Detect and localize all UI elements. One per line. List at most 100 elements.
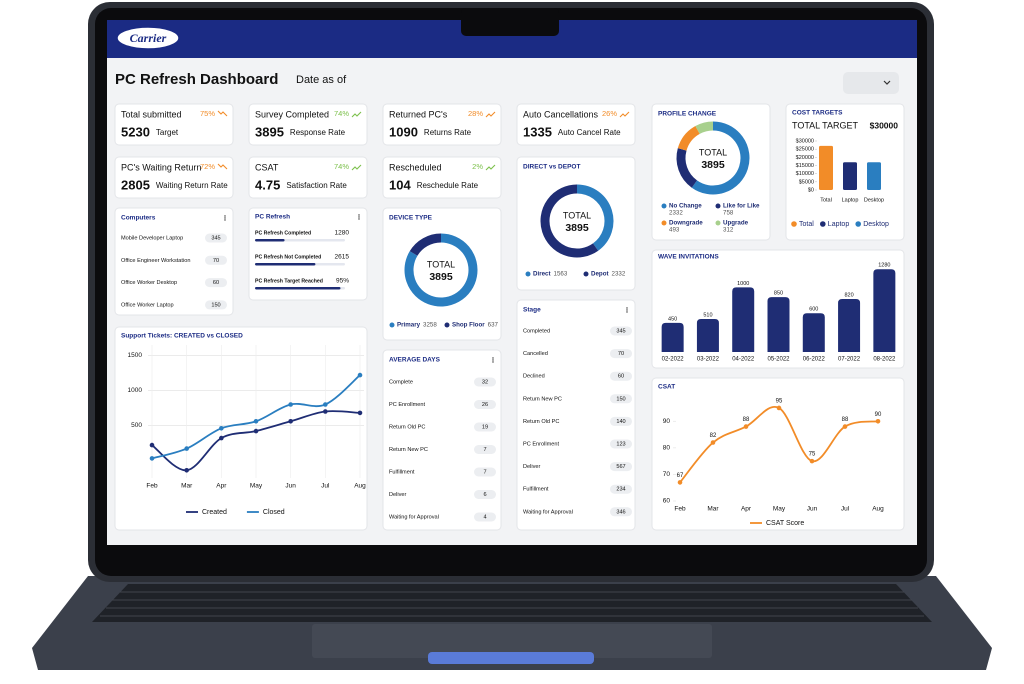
point [219, 435, 224, 441]
list-label: Declined [523, 374, 545, 380]
bar [767, 297, 790, 352]
list-label: Return Old PC [523, 419, 559, 425]
card-title: CSAT [658, 384, 675, 391]
value-pill [474, 377, 496, 387]
list-label: Waiting for Approval [523, 509, 573, 515]
kpi-change: 74% [334, 162, 349, 171]
point [357, 372, 363, 378]
value-pill [205, 300, 227, 310]
legend-label: Created [202, 509, 227, 516]
date-dropdown[interactable] [843, 72, 899, 94]
x-tick-label: Total [820, 197, 832, 203]
notch [461, 8, 559, 36]
legend-label: Like for Like [723, 203, 760, 210]
value-pill [610, 462, 632, 472]
card-title: DIRECT vs DEPOT [523, 164, 580, 171]
list-label: Fulfillment [523, 487, 549, 493]
x-tick-label: Mar [707, 506, 719, 513]
list-value: 7 [483, 447, 486, 453]
legend-label: Laptop [828, 221, 850, 228]
list-label: PC Enrollment [389, 402, 426, 408]
donut-center-label: TOTAL [563, 210, 591, 220]
bar [838, 299, 861, 352]
point [253, 428, 259, 434]
kpi-caption: Reschedule Rate [417, 181, 479, 190]
list-value: 140 [616, 419, 625, 425]
donut-segment [404, 233, 478, 307]
data-label: 95 [776, 399, 783, 405]
y-tick-label: 60 [663, 498, 671, 505]
kpi-label: Rescheduled [389, 162, 442, 172]
value-pill [610, 484, 632, 494]
bar [873, 269, 896, 352]
menu-dot [492, 361, 494, 363]
trend-icon [485, 111, 496, 118]
menu-dot [492, 359, 494, 361]
y-tick-label: $25000 [796, 147, 814, 153]
menu-dot [626, 311, 628, 313]
value-pill [474, 490, 496, 499]
card-subtitle: TOTAL TARGET [792, 120, 859, 130]
donut-center-label: TOTAL [699, 147, 727, 157]
legend-dot [791, 221, 797, 227]
point [875, 418, 881, 424]
data-label: 850 [774, 291, 783, 297]
point [357, 410, 363, 416]
data-label: 88 [842, 417, 849, 423]
menu-dot [224, 219, 226, 221]
menu-dot [626, 307, 628, 309]
legend-label: CSAT Score [766, 520, 804, 527]
x-tick-label: Mar [181, 483, 193, 490]
trackpad [312, 624, 712, 658]
x-tick-label: 02-2022 [662, 357, 685, 363]
y-tick-label: 90 [663, 418, 671, 425]
progress-bar [255, 263, 316, 266]
kpi-change: 28% [468, 109, 483, 118]
progress-bar [255, 239, 285, 242]
list-label: PC Enrollment [523, 441, 560, 447]
y-tick-label: $10000 [796, 171, 814, 177]
list-label: Mobile Developer Laptop [121, 235, 183, 241]
bar [802, 313, 825, 352]
progress-bar [255, 287, 341, 290]
list-value: 7 [483, 469, 486, 475]
data-label: 600 [809, 307, 818, 313]
data-label: 75 [809, 452, 816, 458]
point [253, 419, 259, 424]
progress-value: 2615 [335, 254, 350, 261]
list-value: 4 [483, 514, 486, 520]
y-tick-label: $30000 [796, 138, 814, 144]
list-value: 60 [618, 374, 624, 380]
legend-dot [715, 203, 721, 209]
donut-total: 3895 [429, 271, 453, 283]
list-value: 345 [616, 328, 625, 334]
legend-label: Shop Floor [452, 322, 485, 329]
kpi-change: 72% [200, 162, 215, 171]
card-title: PROFILE CHANGE [658, 111, 717, 118]
y-tick-label: 80 [663, 445, 671, 452]
list-label: Office Worker Laptop [121, 302, 174, 308]
menu-dot [358, 216, 360, 218]
list-value: 123 [616, 441, 625, 447]
legend-value: 758 [723, 210, 734, 217]
kpi-value: 4.75 [255, 177, 280, 192]
legend-label: No Change [669, 203, 702, 210]
kpi-caption: Auto Cancel Rate [558, 128, 621, 137]
kpi-change: 74% [334, 109, 349, 118]
card [382, 207, 502, 341]
kpi-label: Survey Completed [255, 109, 329, 119]
donut-segment [691, 121, 750, 195]
donut-segment [409, 233, 442, 257]
x-tick-label: May [250, 483, 263, 490]
point [710, 440, 716, 445]
kpi-value: 2805 [121, 177, 150, 192]
kpi-caption: Response Rate [290, 128, 346, 137]
list-value: 6 [483, 492, 486, 498]
kpi-label: Auto Cancellations [523, 109, 599, 119]
point [219, 426, 224, 431]
kpi-label: CSAT [255, 162, 279, 172]
x-tick-label: May [773, 506, 786, 513]
y-tick-label: $15000 [796, 163, 814, 169]
value-pill [474, 445, 496, 454]
card [516, 156, 636, 291]
